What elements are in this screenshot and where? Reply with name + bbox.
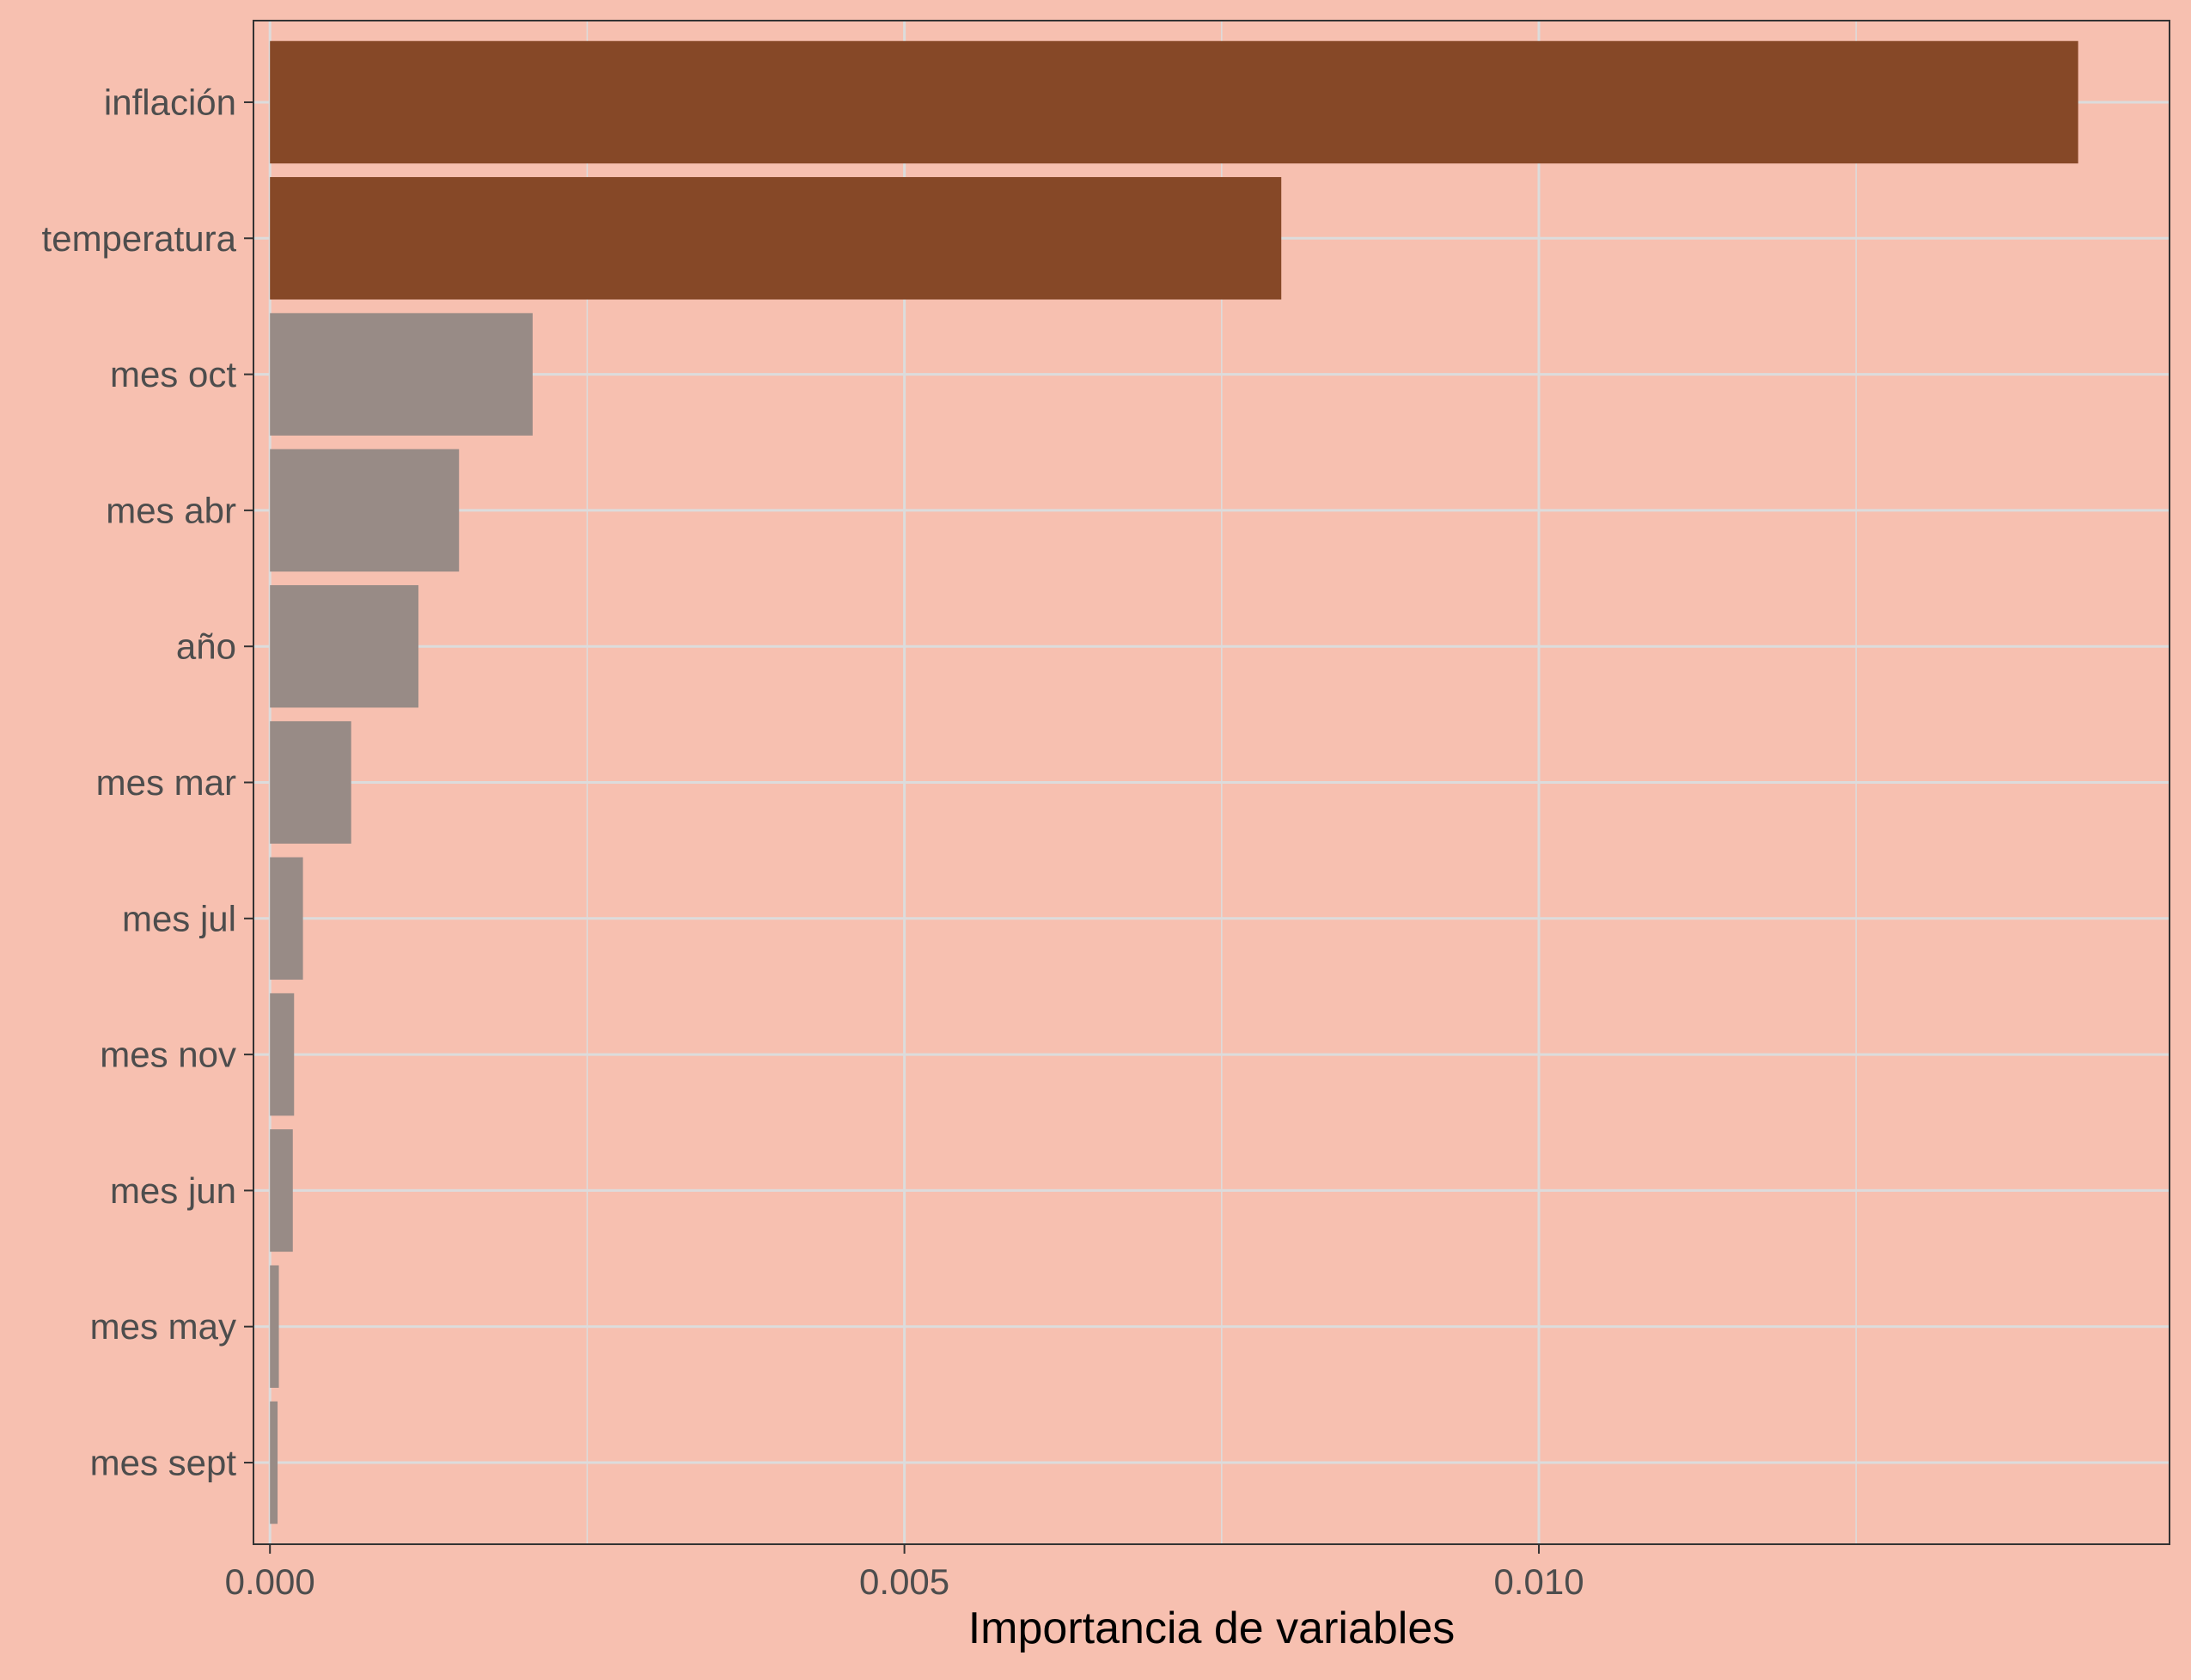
bar-mes-sept (270, 1401, 278, 1524)
bar-mes-abr (270, 449, 460, 572)
y-tick-label: mes nov (100, 1035, 236, 1075)
y-tick-label: mes abr (106, 490, 236, 530)
x-axis-title: Importancia de variables (968, 1604, 1456, 1653)
y-tick-label: mes oct (110, 354, 236, 394)
y-tick-label: mes mar (96, 762, 236, 803)
y-tick-label: mes sept (90, 1443, 237, 1483)
bar-mes-nov (270, 993, 295, 1116)
y-tick-label: mes jul (122, 898, 236, 938)
y-tick-label: temperatura (42, 218, 237, 259)
x-tick-label: 0.010 (1493, 1561, 1584, 1602)
x-tick-label: 0.005 (859, 1561, 949, 1602)
bar-layer (270, 40, 2078, 1524)
y-tick-label: año (176, 626, 236, 667)
bar-año (270, 584, 418, 708)
x-tick-label: 0.000 (225, 1561, 315, 1602)
y-axis: inflación temperatura mes oct mes abr año mes… (42, 82, 253, 1483)
bar-inflación (270, 40, 2078, 164)
grid-layer (253, 21, 2170, 1544)
x-axis: 0.000 0.005 0.010 (225, 1544, 1584, 1602)
bar-mes-oct (270, 313, 533, 436)
y-tick-label: mes jun (110, 1170, 236, 1211)
bar-mes-mar (270, 721, 351, 844)
bar-mes-jul (270, 857, 303, 981)
bar-mes-jun (270, 1129, 293, 1252)
y-tick-label: mes may (90, 1306, 236, 1347)
y-tick-label: inflación (104, 82, 236, 122)
bar-temperatura (270, 177, 1282, 300)
bar-mes-may (270, 1265, 279, 1388)
